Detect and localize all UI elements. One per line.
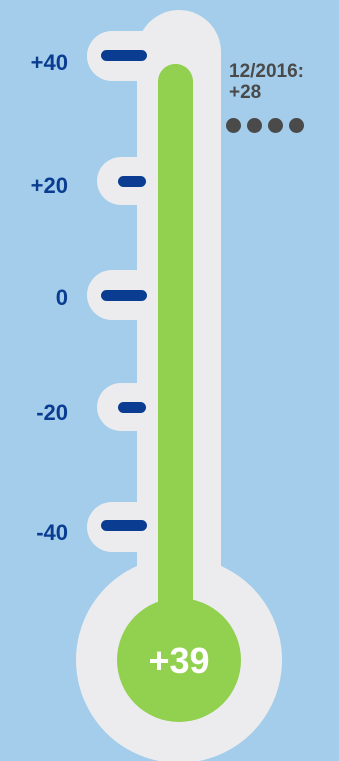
- tick-mark-40: [101, 50, 147, 61]
- mercury: [117, 63, 241, 722]
- scale-label-plus20: +20: [30, 173, 68, 198]
- tick-mark-0: [101, 290, 147, 301]
- scale-label-minus40: -40: [36, 520, 68, 545]
- tick-mark-minus20: [118, 402, 146, 413]
- scale-label-plus40: +40: [30, 50, 68, 75]
- tick-marks: [101, 50, 147, 531]
- tick-mark-minus40: [101, 520, 147, 531]
- mercury-bulb: [117, 598, 241, 722]
- note-dot: [268, 118, 283, 133]
- history-note-value: +28: [229, 81, 262, 103]
- current-reading: +39: [148, 640, 210, 681]
- tick-mark-20: [118, 176, 146, 187]
- mercury-column: [158, 63, 193, 635]
- note-dot: [226, 118, 241, 133]
- note-dot: [247, 118, 262, 133]
- scale-label-zero: 0: [55, 285, 68, 310]
- history-note-date: 12/2016:: [229, 61, 305, 82]
- history-note: 12/2016: +28: [229, 61, 305, 104]
- note-dot: [289, 118, 304, 133]
- scale-label-minus20: -20: [36, 400, 68, 425]
